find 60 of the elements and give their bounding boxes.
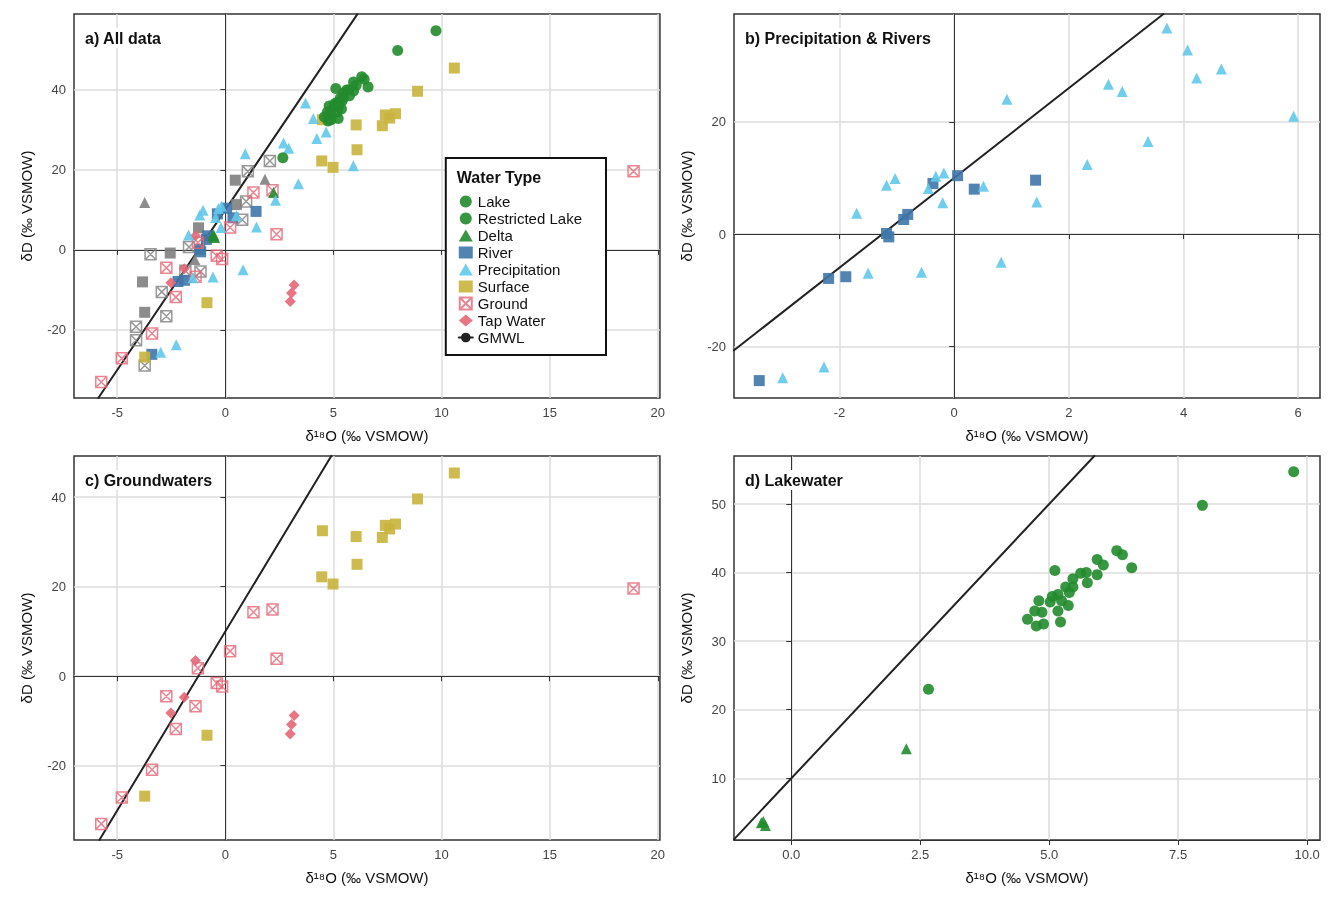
y-tick-label: 0 — [58, 668, 66, 684]
x-axis-title: δ¹⁸O (‰ VSMOW) — [305, 427, 429, 444]
y-axis-title: δD (‰ VSMOW) — [678, 150, 695, 262]
x-axis-title: δ¹⁸O (‰ VSMOW) — [965, 869, 1089, 886]
y-tick-label: 0 — [58, 242, 66, 258]
y-tick-label: 20 — [711, 702, 726, 718]
legend-label: Delta — [477, 227, 514, 244]
y-tick-label: 40 — [51, 82, 66, 98]
legend-label: GMWL — [477, 329, 525, 346]
x-tick-label: 5 — [329, 847, 338, 862]
y-axis-title: δD (‰ VSMOW) — [678, 592, 695, 704]
legend-label: River — [477, 244, 513, 261]
x-tick-label: 20 — [650, 847, 665, 862]
y-tick-label: 40 — [711, 565, 726, 581]
y-tick-label: -20 — [707, 338, 726, 354]
x-tick-label: -5 — [111, 847, 124, 862]
text: c) Groundwaters — [85, 471, 213, 489]
x-tick-label: -2 — [833, 405, 846, 420]
y-tick-label: 10 — [711, 770, 726, 786]
x-tick-label: 15 — [542, 405, 557, 420]
x-tick-label: 4 — [1179, 405, 1188, 420]
x-tick-label: 0 — [221, 847, 229, 862]
x-tick-label: 5 — [329, 405, 338, 420]
legend-label: Precipitation — [477, 261, 561, 278]
legend-label: Ground — [477, 295, 528, 312]
legend-label: Surface — [477, 278, 530, 295]
x-tick-label: 2.5 — [911, 847, 930, 862]
y-axis-title: δD (‰ VSMOW) — [18, 592, 35, 704]
x-tick-label: 20 — [650, 405, 665, 420]
text: a) All data — [85, 29, 161, 47]
x-tick-label: 15 — [542, 847, 557, 862]
legend-label: Restricted Lake — [477, 210, 582, 227]
y-tick-label: 20 — [51, 162, 66, 178]
y-tick-label: 50 — [711, 496, 726, 512]
x-tick-label: 5.0 — [1040, 847, 1059, 862]
y-axis-title: δD (‰ VSMOW) — [18, 150, 35, 262]
x-tick-label: 7.5 — [1169, 847, 1188, 862]
x-tick-label: 10 — [434, 405, 449, 420]
y-tick-label: -20 — [47, 758, 66, 774]
legend-label: Tap Water — [477, 312, 546, 329]
x-tick-label: 10.0 — [1294, 847, 1320, 862]
x-tick-label: -5 — [111, 405, 124, 420]
x-tick-label: 0.0 — [782, 847, 801, 862]
y-tick-label: 40 — [51, 489, 66, 505]
x-tick-label: 0 — [950, 405, 958, 420]
y-tick-label: 20 — [51, 579, 66, 595]
text: b) Precipitation & Rivers — [745, 29, 931, 47]
x-tick-label: 6 — [1294, 405, 1302, 420]
y-tick-label: 20 — [711, 114, 726, 130]
x-tick-label: 0 — [221, 405, 229, 420]
legend-title: Water Type — [456, 168, 542, 186]
legend-label: Lake — [477, 193, 511, 210]
y-tick-label: 30 — [711, 633, 726, 649]
x-tick-label: 10 — [434, 847, 449, 862]
x-axis-title: δ¹⁸O (‰ VSMOW) — [305, 869, 429, 886]
y-tick-label: -20 — [47, 322, 66, 338]
x-tick-label: 2 — [1065, 405, 1073, 420]
text: d) Lakewater — [745, 471, 843, 489]
y-tick-label: 0 — [718, 226, 726, 242]
x-axis-title: δ¹⁸O (‰ VSMOW) — [965, 427, 1089, 444]
